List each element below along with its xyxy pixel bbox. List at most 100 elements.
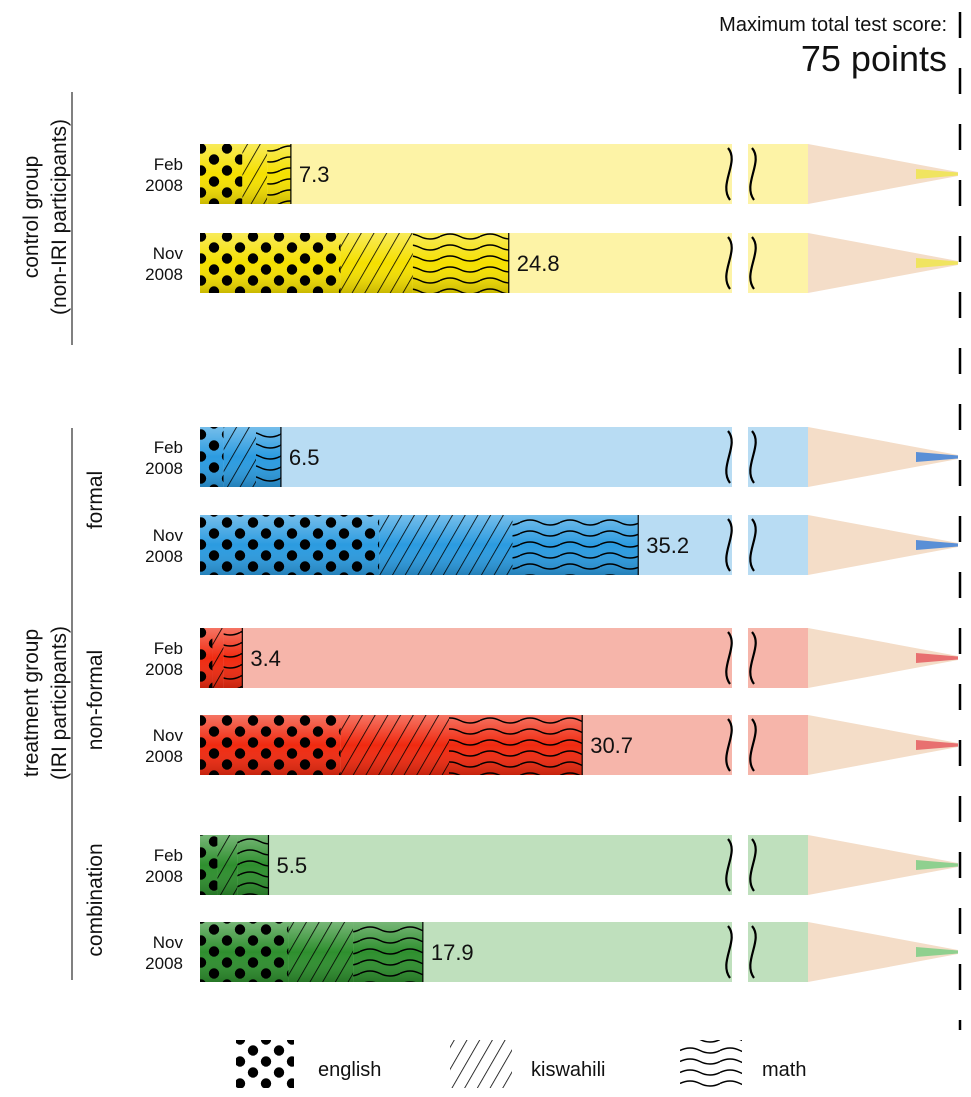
- segment-math-pattern: [512, 515, 639, 575]
- bar-date-month: Feb: [154, 438, 183, 457]
- axis-break-curve: [749, 631, 757, 685]
- control-group-subtitle: (non-IRI participants): [48, 119, 71, 315]
- axis-break-curve: [725, 518, 733, 572]
- segment-english-pattern: [200, 715, 341, 775]
- segment-kiswahili-pattern: [288, 922, 354, 982]
- pencil-lead: [916, 740, 958, 750]
- segment-math-pattern: [353, 922, 423, 982]
- bar-total-label: 5.5: [276, 853, 307, 878]
- pencil-wood: [808, 628, 958, 688]
- segment-kiswahili-pattern: [212, 628, 224, 688]
- control-group-label: control group (non-IRI participants): [20, 92, 73, 345]
- bar-date-year: 2008: [145, 459, 183, 478]
- axis-break-gap: [732, 625, 748, 691]
- pencil-bar: 17.9 Nov 2008: [145, 919, 958, 985]
- legend-english-swatch: [236, 1040, 294, 1088]
- bar-total-label: 6.5: [289, 445, 320, 470]
- pencil-wood: [808, 144, 958, 204]
- bar-date-year: 2008: [145, 547, 183, 566]
- pencil-body: [200, 628, 808, 688]
- pencil-bar: 24.8 Nov 2008: [145, 230, 958, 296]
- axis-break-gap: [732, 712, 748, 778]
- axis-break-curve: [749, 718, 757, 772]
- subgroup-label-formal: formal: [84, 471, 107, 529]
- axis-break-curve: [725, 838, 733, 892]
- legend-math-swatch: [680, 1040, 742, 1088]
- bar-date-year: 2008: [145, 176, 183, 195]
- bar-total-label: 30.7: [590, 733, 633, 758]
- segment-math-pattern: [449, 715, 583, 775]
- pencil-bar: 35.2 Nov 2008: [145, 512, 958, 578]
- bar-date-month: Nov: [153, 526, 184, 545]
- max-score-label: Maximum total test score:: [719, 14, 947, 36]
- axis-break-gap: [732, 230, 748, 296]
- segment-math-pattern: [267, 144, 291, 204]
- bar-date-year: 2008: [145, 660, 183, 679]
- axis-break-curve: [749, 518, 757, 572]
- axis-break-curve: [725, 631, 733, 685]
- pencil-wood: [808, 922, 958, 982]
- pencil-lead: [916, 258, 958, 268]
- pencil-lead: [916, 860, 958, 870]
- legend: english kiswahili math: [236, 1040, 806, 1088]
- pencil-lead: [916, 947, 958, 957]
- axis-break-curve: [725, 925, 733, 979]
- pencil-lead: [916, 653, 958, 663]
- bar-total-label: 24.8: [517, 251, 560, 276]
- axis-break-gap: [732, 832, 748, 898]
- axis-break-curve: [725, 430, 733, 484]
- pencil-wood: [808, 427, 958, 487]
- axis-break-curve: [749, 236, 757, 290]
- pencil-bar: 5.5 Feb 2008: [145, 832, 958, 898]
- pencil-lead: [916, 540, 958, 550]
- bar-date-year: 2008: [145, 867, 183, 886]
- pencil-bar: 3.4 Feb 2008: [145, 625, 958, 691]
- bar-date-month: Feb: [154, 846, 183, 865]
- axis-break-curve: [749, 430, 757, 484]
- axis-break-gap: [732, 424, 748, 490]
- pencil-wood: [808, 715, 958, 775]
- pencil-body: [200, 144, 808, 204]
- pencil-bar: 6.5 Feb 2008: [145, 424, 958, 490]
- bar-total-label: 3.4: [250, 646, 281, 671]
- bar-date-year: 2008: [145, 954, 183, 973]
- segment-english-pattern: [200, 515, 380, 575]
- bar-date-month: Feb: [154, 155, 183, 174]
- pencil-wood: [808, 515, 958, 575]
- subgroup-label-non-formal: non-formal: [84, 650, 107, 750]
- segment-english-pattern: [200, 835, 218, 895]
- pencil-body: [200, 835, 808, 895]
- segment-english-pattern: [200, 144, 243, 204]
- bar-total-label: 35.2: [646, 533, 689, 558]
- legend-kiswahili-label: kiswahili: [531, 1059, 605, 1081]
- segment-english-pattern: [200, 427, 224, 487]
- subgroup-label-combination: combination: [84, 843, 107, 956]
- axis-break-curve: [749, 925, 757, 979]
- axis-break-gap: [732, 141, 748, 207]
- segment-kiswahili-pattern: [223, 427, 257, 487]
- bar-date-month: Nov: [153, 726, 184, 745]
- axis-break-gap: [732, 512, 748, 578]
- pencil-wood: [808, 835, 958, 895]
- pencil-bar: 7.3 Feb 2008: [145, 141, 958, 207]
- segment-kiswahili-pattern: [217, 835, 238, 895]
- segment-math-pattern: [256, 427, 281, 487]
- pencil-lead: [916, 169, 958, 179]
- bar-date-month: Nov: [153, 933, 184, 952]
- axis-break-curve: [725, 718, 733, 772]
- axis-break-curve: [749, 147, 757, 201]
- axis-break-curve: [725, 147, 733, 201]
- axis-break-gap: [732, 919, 748, 985]
- axis-break-curve: [749, 838, 757, 892]
- bar-total-label: 17.9: [431, 940, 474, 965]
- segment-kiswahili-pattern: [379, 515, 513, 575]
- segment-kiswahili-pattern: [242, 144, 268, 204]
- pencil-body: [200, 427, 808, 487]
- legend-kiswahili-swatch: [450, 1040, 512, 1088]
- bar-date-month: Feb: [154, 639, 183, 658]
- segment-math-pattern: [223, 628, 243, 688]
- segment-english-pattern: [200, 628, 213, 688]
- pencil-lead: [916, 452, 958, 462]
